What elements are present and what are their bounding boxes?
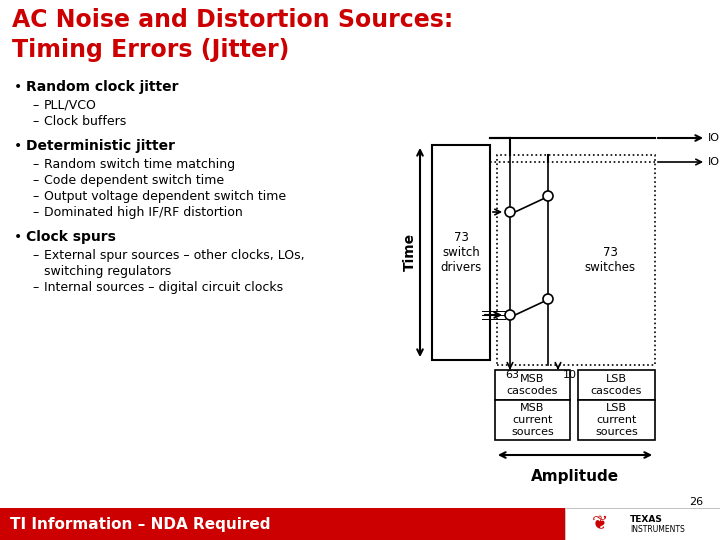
Text: –: –	[32, 115, 38, 128]
Text: External spur sources – other clocks, LOs,: External spur sources – other clocks, LO…	[44, 249, 305, 262]
Text: IOUT2: IOUT2	[708, 157, 720, 167]
Text: 63: 63	[505, 370, 519, 380]
Text: MSB
current
sources: MSB current sources	[511, 403, 554, 437]
Bar	[578, 370, 655, 400]
Text: –: –	[32, 174, 38, 187]
Text: Clock buffers: Clock buffers	[44, 115, 126, 128]
Text: MSB
cascodes: MSB cascodes	[507, 374, 558, 396]
Text: 73
switches: 73 switches	[585, 246, 636, 274]
Text: IOUT1: IOUT1	[708, 133, 720, 143]
Text: 26: 26	[689, 497, 703, 507]
Text: Timing Errors (Jitter): Timing Errors (Jitter)	[12, 38, 289, 62]
Text: –: –	[32, 249, 38, 262]
Text: Deterministic jitter: Deterministic jitter	[26, 139, 175, 153]
Text: Output voltage dependent switch time: Output voltage dependent switch time	[44, 190, 286, 203]
Text: –: –	[32, 99, 38, 112]
Text: –: –	[32, 190, 38, 203]
Text: Dominated high IF/RF distortion: Dominated high IF/RF distortion	[44, 206, 243, 219]
Text: 73
switch
drivers: 73 switch drivers	[441, 231, 482, 274]
Text: •: •	[14, 80, 22, 94]
Text: Amplitude: Amplitude	[531, 469, 619, 484]
Bar	[565, 508, 720, 540]
Text: •: •	[14, 139, 22, 153]
Text: •: •	[14, 230, 22, 244]
Bar	[432, 145, 490, 360]
Bar	[495, 370, 570, 400]
Text: switching regulators: switching regulators	[44, 265, 171, 278]
Text: LSB
current
sources: LSB current sources	[595, 403, 638, 437]
Bar	[0, 508, 565, 540]
Text: AC Noise and Distortion Sources:: AC Noise and Distortion Sources:	[12, 8, 454, 32]
Text: INSTRUMENTS: INSTRUMENTS	[630, 525, 685, 534]
Text: –: –	[32, 206, 38, 219]
Circle shape	[505, 310, 515, 320]
Text: –: –	[32, 158, 38, 171]
Text: Clock spurs: Clock spurs	[26, 230, 116, 244]
Text: Random switch time matching: Random switch time matching	[44, 158, 235, 171]
Circle shape	[543, 191, 553, 201]
Text: PLL/VCO: PLL/VCO	[44, 99, 97, 112]
Circle shape	[505, 207, 515, 217]
Text: LSB
cascodes: LSB cascodes	[591, 374, 642, 396]
Text: –: –	[32, 281, 38, 294]
Bar	[578, 400, 655, 440]
Text: TI Information – NDA Required: TI Information – NDA Required	[10, 516, 271, 531]
Bar	[495, 400, 570, 440]
Text: 10: 10	[563, 370, 577, 380]
Text: Code dependent switch time: Code dependent switch time	[44, 174, 224, 187]
Text: TEXAS: TEXAS	[630, 515, 663, 524]
Circle shape	[543, 294, 553, 304]
Text: Random clock jitter: Random clock jitter	[26, 80, 179, 94]
Text: Time: Time	[403, 233, 417, 271]
Text: Internal sources – digital circuit clocks: Internal sources – digital circuit clock…	[44, 281, 283, 294]
Bar	[497, 155, 655, 365]
Text: ❦: ❦	[592, 515, 608, 534]
